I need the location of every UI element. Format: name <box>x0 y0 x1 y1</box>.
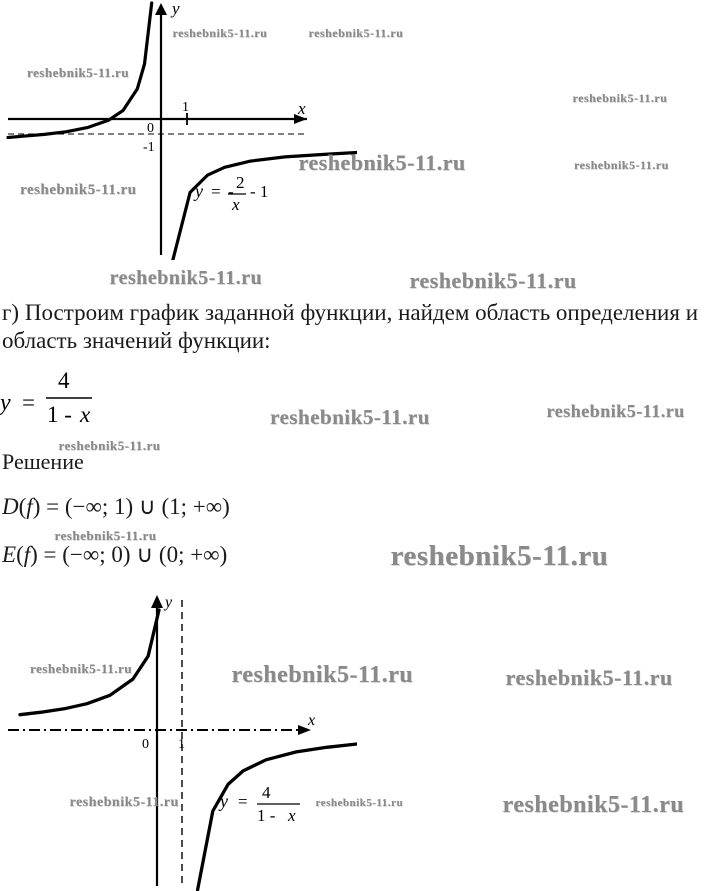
svg-text:y: y <box>170 0 180 18</box>
svg-text:4: 4 <box>58 368 70 393</box>
svg-text:1: 1 <box>182 100 189 115</box>
svg-text:-1: -1 <box>143 140 155 155</box>
svg-text:- 1: - 1 <box>250 182 268 201</box>
svg-text:2: 2 <box>236 173 245 192</box>
svg-text:=: = <box>22 390 35 415</box>
svg-text:x: x <box>297 99 306 118</box>
svg-text:1 -: 1 - <box>257 806 276 825</box>
svg-text:y: y <box>193 181 203 201</box>
svg-text:=: = <box>211 182 221 201</box>
svg-text:x: x <box>307 712 315 729</box>
svg-text:x: x <box>79 402 91 427</box>
svg-text:1: 1 <box>178 737 185 752</box>
svg-text:1 -: 1 - <box>47 402 72 427</box>
svg-text:y: y <box>163 595 173 611</box>
svg-text:0: 0 <box>142 737 149 752</box>
svg-text:0: 0 <box>147 121 154 136</box>
svg-text:x: x <box>287 806 296 825</box>
svg-text:4: 4 <box>262 783 271 802</box>
svg-text:-: - <box>228 182 234 201</box>
svg-text:y: y <box>0 390 11 416</box>
svg-text:=: = <box>238 792 248 811</box>
svg-text:y: y <box>218 791 228 811</box>
